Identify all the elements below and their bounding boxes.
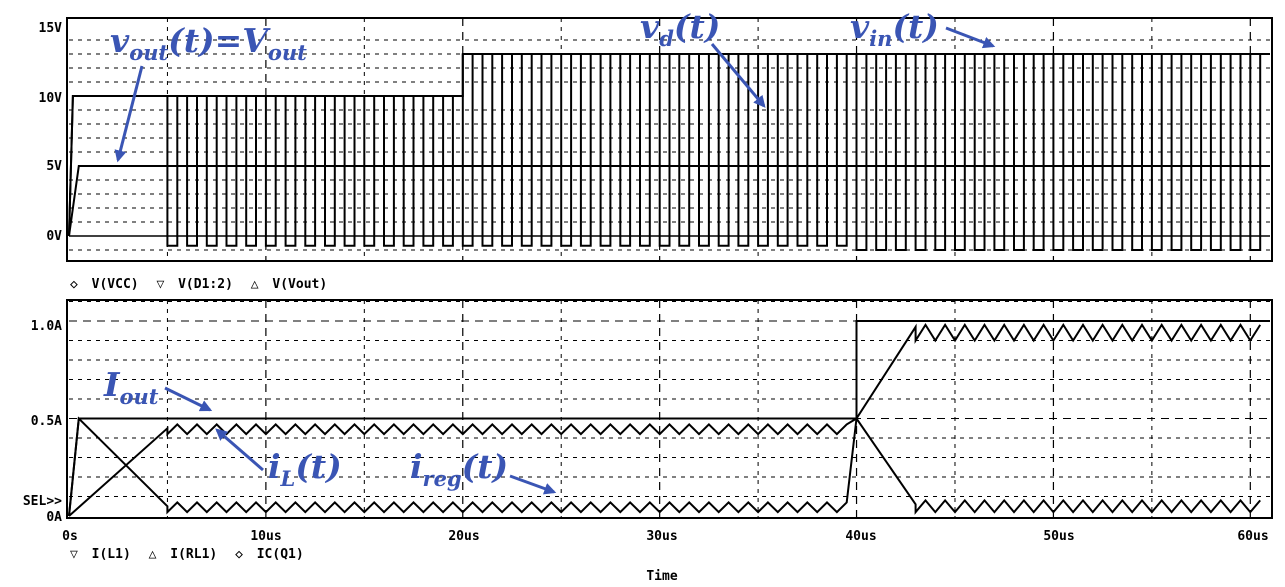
x-axis-label: Time bbox=[646, 569, 677, 584]
y-tick-10v: 10V bbox=[39, 91, 63, 106]
svg-text:iL(t): iL(t) bbox=[268, 447, 342, 491]
svg-text:vout(t)=Vout: vout(t)=Vout bbox=[110, 21, 307, 65]
y-tick-5v: 5V bbox=[46, 159, 62, 174]
y-tick-15v: 15V bbox=[39, 21, 63, 36]
legend-marker-icq: ◇ bbox=[235, 547, 243, 562]
annotation-vout: vout(t)=Vout bbox=[110, 21, 307, 163]
y-tick-0-5a: 0.5A bbox=[31, 414, 62, 429]
annotation-vin: vin(t) bbox=[850, 7, 996, 51]
current-traces bbox=[68, 320, 1270, 517]
x-tick-50us: 50us bbox=[1043, 529, 1074, 544]
legend-label-vcc: V(VCC) bbox=[92, 277, 139, 292]
legend-marker-vcc: ◇ bbox=[70, 277, 78, 292]
vout-trace bbox=[68, 165, 1270, 237]
voltage-traces bbox=[68, 53, 1270, 251]
legend-label-vd: V(D1:2) bbox=[178, 277, 233, 292]
iout-trace bbox=[68, 320, 1270, 517]
annotation-il: iL(t) bbox=[215, 428, 342, 491]
x-tick-20us: 20us bbox=[448, 529, 479, 544]
annotation-ireg: ireg(t) bbox=[410, 447, 557, 495]
x-tick-10us: 10us bbox=[250, 529, 281, 544]
x-tick-30us: 30us bbox=[646, 529, 677, 544]
y-tick-0v: 0V bbox=[46, 229, 62, 244]
legend-label-il: I(L1) bbox=[92, 547, 131, 562]
ireg-trace bbox=[68, 415, 1261, 517]
voltage-legend: ◇ V(VCC) ▽ V(D1:2) △ V(Vout) bbox=[70, 277, 327, 292]
x-tick-40us: 40us bbox=[845, 529, 876, 544]
x-tick-60us: 60us bbox=[1237, 529, 1268, 544]
current-panel-frame bbox=[66, 299, 1273, 519]
y-tick-1a: 1.0A bbox=[31, 319, 62, 334]
svg-text:Iout: Iout bbox=[103, 365, 159, 409]
x-axis-ticks: 0s 10us 20us 30us 40us 50us 60us bbox=[62, 529, 1268, 544]
legend-marker-irl: △ bbox=[149, 547, 157, 562]
svg-text:vin(t): vin(t) bbox=[850, 7, 939, 51]
legend-marker-vout: △ bbox=[251, 277, 259, 292]
y-tick-0a: 0A bbox=[46, 510, 62, 525]
current-panel-grid bbox=[69, 300, 1270, 518]
annotation-vd: vd(t) bbox=[640, 7, 766, 108]
legend-label-vout: V(Vout) bbox=[272, 277, 327, 292]
legend-label-icq: IC(Q1) bbox=[257, 547, 304, 562]
current-legend: ▽ I(L1) △ I(RL1) ◇ IC(Q1) bbox=[70, 547, 304, 562]
il-trace bbox=[68, 323, 1262, 517]
sel-marker: SEL>> bbox=[23, 494, 62, 509]
voltage-panel-frame bbox=[66, 17, 1273, 262]
legend-label-irl: I(RL1) bbox=[170, 547, 217, 562]
x-tick-0s: 0s bbox=[62, 529, 78, 544]
svg-text:ireg(t): ireg(t) bbox=[410, 447, 508, 491]
annotation-iout: Iout bbox=[103, 365, 213, 412]
legend-marker-il: ▽ bbox=[70, 547, 78, 562]
legend-marker-vd: ▽ bbox=[156, 277, 164, 292]
svg-text:vd(t): vd(t) bbox=[640, 7, 720, 51]
vd-trace bbox=[68, 53, 1270, 251]
